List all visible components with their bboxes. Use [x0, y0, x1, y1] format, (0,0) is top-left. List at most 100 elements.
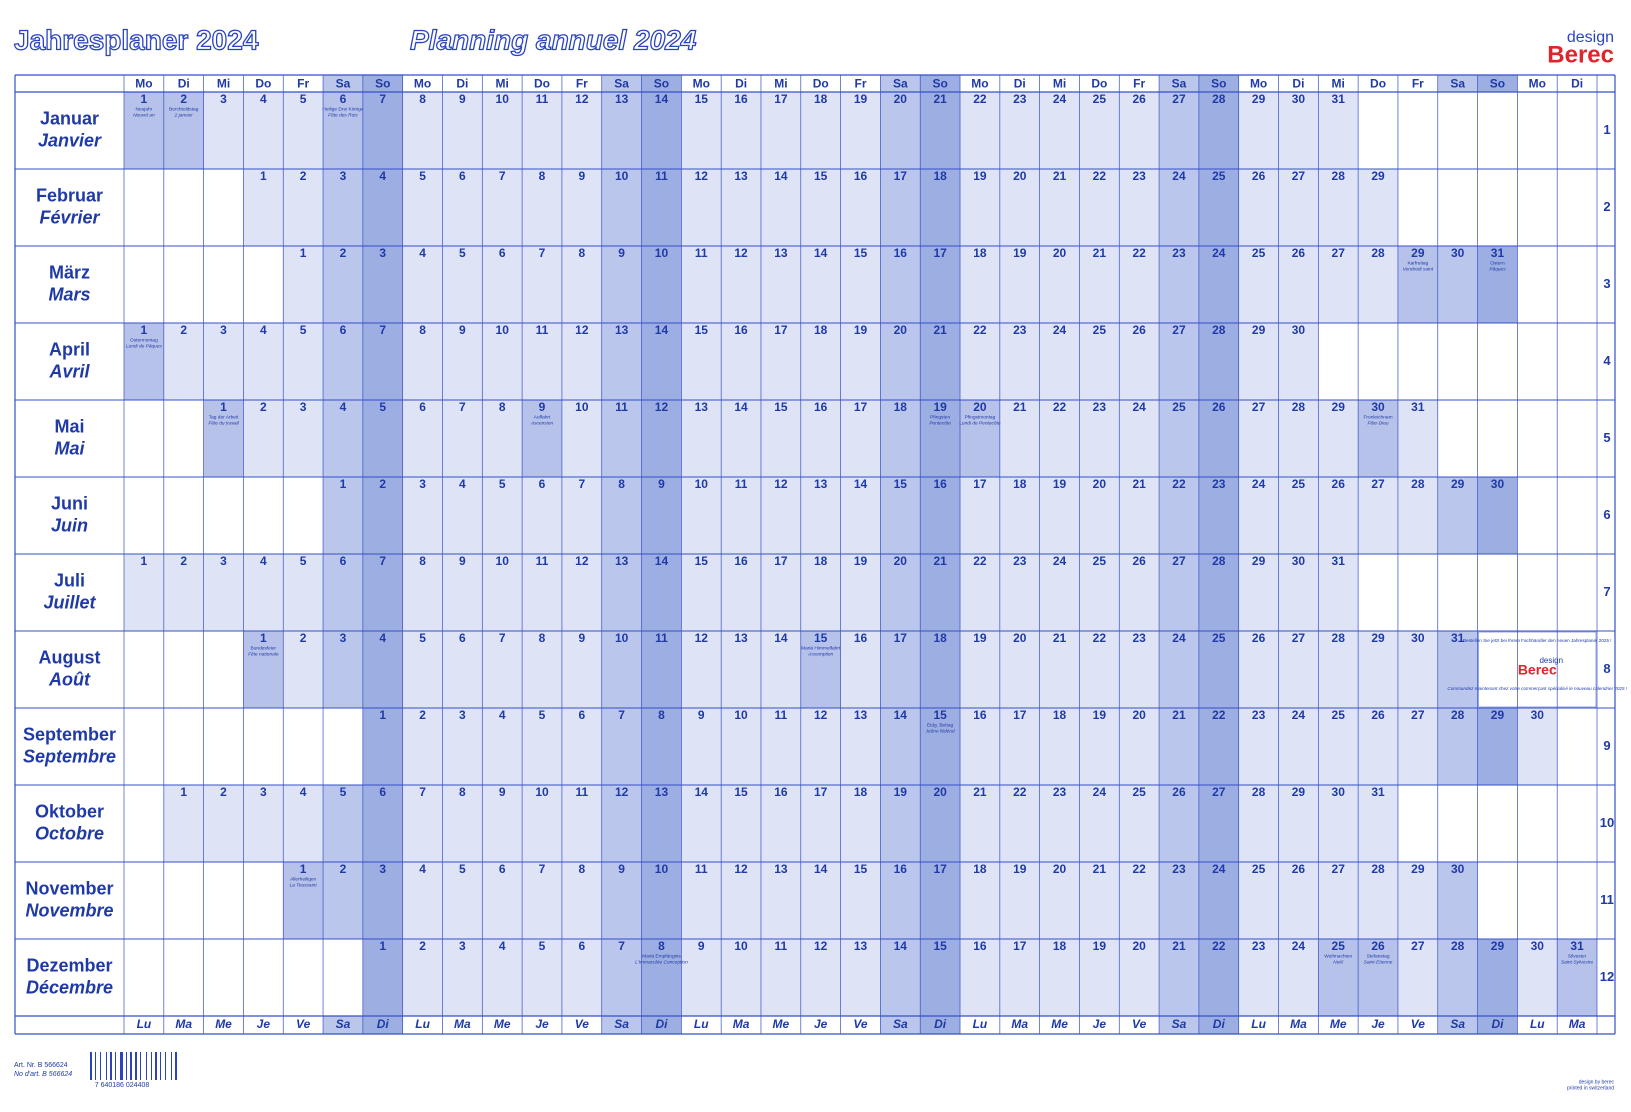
day-cell [283, 554, 324, 631]
day-number: 4 [379, 169, 386, 183]
day-cell [920, 785, 961, 862]
holiday-de: Weihnachten [1324, 953, 1352, 959]
bar [155, 1052, 157, 1080]
weekday-de: Mi [496, 77, 509, 91]
day-number: 10 [496, 323, 510, 337]
weekday-de: Di [735, 77, 747, 91]
month-fr: Juin [51, 515, 88, 535]
day-number: 18 [1053, 708, 1067, 722]
day-number: 25 [1172, 400, 1186, 414]
day-cell [1358, 708, 1398, 785]
day-number: 12 [695, 631, 709, 645]
day-number: 10 [496, 92, 510, 106]
day-number: 9 [459, 92, 466, 106]
day-number: 3 [220, 554, 227, 568]
day-cell [1437, 246, 1478, 323]
day-number: 14 [734, 400, 748, 414]
weekday-de: Di [1571, 77, 1583, 91]
weekday-de: So [654, 77, 669, 91]
day-cell [402, 554, 443, 631]
day-number: 24 [1292, 939, 1306, 953]
day-cell [1318, 246, 1359, 323]
day-number: 1 [220, 400, 227, 414]
day-number: 5 [419, 631, 426, 645]
day-number: 26 [1371, 939, 1385, 953]
day-cell [522, 246, 562, 323]
weekday-fr: Sa [336, 1017, 351, 1031]
day-number: 9 [658, 477, 665, 491]
day-number: 31 [1491, 246, 1505, 260]
day-cell [601, 708, 642, 785]
day-cell [800, 785, 841, 862]
day-cell [1557, 939, 1597, 1016]
day-cell [1119, 862, 1160, 939]
day-number: 11 [775, 939, 788, 953]
day-number: 12 [814, 939, 828, 953]
day-number: 9 [618, 862, 625, 876]
weekday-de: Do [534, 77, 550, 91]
weekday-fr: Ve [853, 1017, 868, 1031]
day-cell [880, 631, 921, 708]
day-cell [800, 708, 841, 785]
day-number: 3 [220, 323, 227, 337]
day-number: 26 [1172, 785, 1186, 799]
day-cell [442, 554, 483, 631]
day-number: 4 [499, 708, 506, 722]
day-number: 20 [933, 785, 947, 799]
day-number: 5 [539, 939, 546, 953]
weekday-de: Fr [855, 77, 867, 91]
day-cell [721, 785, 761, 862]
day-cell [1039, 92, 1080, 169]
day-number: 15 [894, 477, 908, 491]
day-cell [920, 169, 961, 246]
bar [115, 1052, 116, 1080]
day-number: 23 [1132, 169, 1146, 183]
weekday-de: Mo [1529, 77, 1546, 91]
day-cell [800, 246, 841, 323]
day-cell [402, 477, 443, 554]
day-number: 2 [379, 477, 386, 491]
day-number: 13 [615, 92, 629, 106]
day-cell [999, 554, 1040, 631]
month-de: September [23, 724, 116, 744]
day-number: 26 [1252, 631, 1266, 645]
day-cell [1079, 785, 1120, 862]
month-de: November [25, 878, 113, 898]
day-number: 8 [419, 554, 426, 568]
day-cell [1079, 246, 1120, 323]
day-number: 27 [1292, 631, 1306, 645]
day-cell [1238, 939, 1279, 1016]
day-cell [402, 939, 443, 1016]
day-cell [1079, 323, 1120, 400]
day-number: 15 [774, 400, 788, 414]
day-cell [840, 631, 881, 708]
day-cell [800, 400, 841, 477]
day-cell [561, 400, 602, 477]
day-cell [1238, 169, 1279, 246]
day-number: 6 [379, 785, 386, 799]
day-cell [920, 246, 961, 323]
day-number: 28 [1212, 92, 1226, 106]
day-cell [1437, 631, 1478, 708]
weekday-de: Sa [336, 77, 351, 91]
day-number: 25 [1252, 862, 1266, 876]
day-number: 12 [575, 554, 589, 568]
day-number: 15 [695, 554, 709, 568]
day-cell [641, 554, 682, 631]
day-cell [920, 708, 961, 785]
day-number: 13 [734, 631, 748, 645]
day-cell [1039, 939, 1080, 1016]
day-cell [243, 631, 284, 708]
day-number: 4 [419, 246, 426, 260]
day-number: 9 [578, 169, 585, 183]
day-number: 6 [340, 92, 347, 106]
day-cell [163, 785, 204, 862]
day-number: 11 [695, 862, 708, 876]
day-number: 12 [734, 246, 748, 260]
month-de: Februar [36, 185, 103, 205]
day-number: 6 [499, 246, 506, 260]
day-cell [880, 323, 921, 400]
day-cell [880, 477, 921, 554]
day-cell [1278, 631, 1319, 708]
header-shade [1159, 75, 1199, 92]
